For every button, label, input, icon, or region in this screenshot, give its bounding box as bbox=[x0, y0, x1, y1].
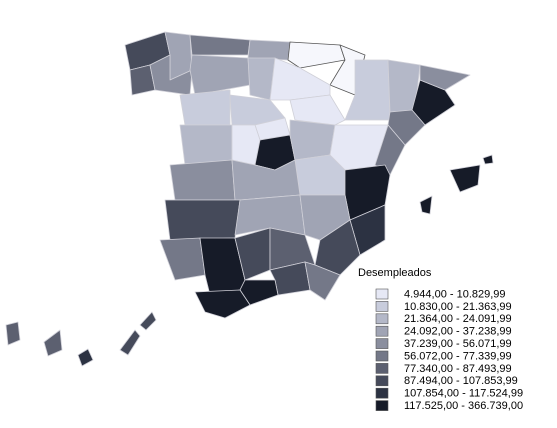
island bbox=[482, 154, 494, 165]
legend-swatch bbox=[375, 375, 389, 387]
province bbox=[344, 59, 391, 121]
legend-swatch bbox=[375, 387, 389, 399]
legend-swatch bbox=[375, 363, 389, 374]
province bbox=[289, 94, 346, 126]
island bbox=[449, 164, 481, 193]
province bbox=[239, 279, 279, 306]
legend-swatch bbox=[375, 288, 389, 300]
legend-swatch bbox=[375, 338, 389, 349]
island bbox=[43, 329, 63, 357]
island bbox=[119, 329, 141, 356]
legend-label: 56.072,00 - 77.339,99 bbox=[404, 350, 512, 362]
legend-label: 4.944,00 - 10.829,99 bbox=[404, 288, 506, 300]
legend-title: Desempleados bbox=[358, 267, 432, 279]
province bbox=[159, 237, 206, 281]
legend-swatch bbox=[375, 301, 389, 312]
island bbox=[5, 321, 21, 346]
province bbox=[164, 199, 241, 241]
legend-label: 37.239,00 - 56.071,99 bbox=[404, 338, 512, 350]
legend-label: 87.494,00 - 107.853,99 bbox=[404, 375, 518, 387]
province bbox=[194, 289, 251, 319]
province bbox=[169, 159, 236, 201]
legend-label: 21.364,00 - 24.091,99 bbox=[404, 313, 512, 325]
island bbox=[139, 311, 157, 331]
legend-label: 77.340,00 - 87.493,99 bbox=[404, 363, 512, 375]
legend-swatch bbox=[375, 350, 389, 362]
province bbox=[179, 124, 233, 166]
island bbox=[419, 195, 433, 215]
legend-swatch bbox=[375, 400, 389, 411]
province bbox=[419, 64, 471, 91]
province bbox=[287, 41, 346, 69]
legend-label: 24.092,00 - 37.238,99 bbox=[404, 326, 512, 338]
province bbox=[304, 261, 341, 301]
province bbox=[314, 219, 361, 276]
province bbox=[179, 89, 231, 126]
province bbox=[189, 34, 251, 56]
island bbox=[77, 348, 94, 367]
province bbox=[247, 39, 291, 61]
provinces bbox=[5, 31, 494, 367]
province bbox=[387, 109, 426, 146]
legend-swatch bbox=[375, 313, 389, 325]
legend-label: 117.525,00 - 366.739,00 bbox=[404, 400, 523, 412]
province bbox=[289, 119, 336, 161]
legend-label: 107.854,00 - 117.524,99 bbox=[404, 388, 523, 400]
province bbox=[189, 54, 251, 96]
legend-label: 10.830,00 - 21.363,99 bbox=[404, 301, 512, 313]
legend-swatch bbox=[375, 325, 389, 337]
province bbox=[269, 261, 311, 296]
